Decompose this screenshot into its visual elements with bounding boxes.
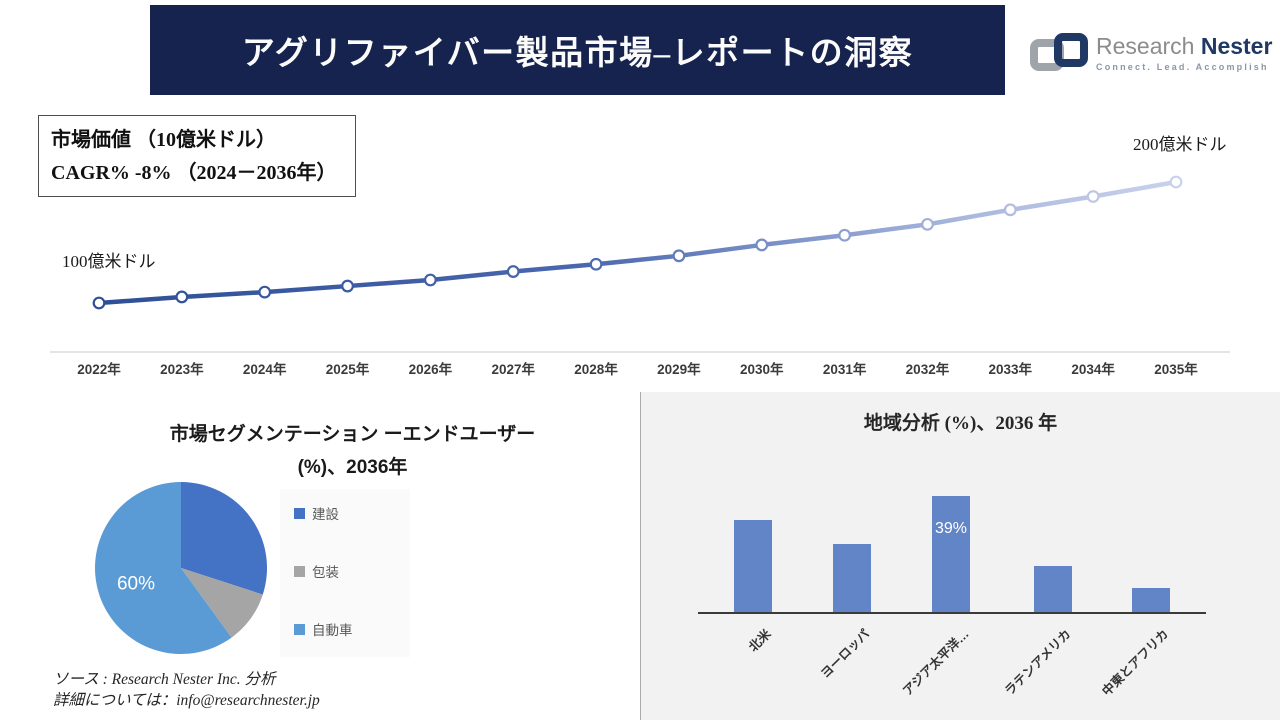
legend-item: 建設 [294,503,410,523]
legend-item: 自動車 [294,619,410,639]
logo-brand-second-word: Nester [1200,33,1273,59]
legend-swatch-icon [294,507,305,519]
bar-chart-title: 地域分析 (%)、2036 年 [863,413,1058,434]
bar [1034,566,1072,612]
bar-category-label: ラテンアメリカ [1002,626,1074,699]
source-line: ソース : Research Nester Inc. 分析 [53,671,276,688]
x-axis-label: 2033年 [988,362,1033,377]
chain-link-navy-icon [1054,33,1088,67]
market-value-line: 市場価値 （10億米ドル） [51,129,276,151]
page-title: アグリファイバー製品市場–レポートの洞察 [241,36,914,72]
bar [833,544,871,612]
line-marker [1169,175,1183,189]
line-marker [838,228,852,242]
line-series [96,179,1179,306]
legend-swatch-icon [294,623,305,635]
x-axis-label: 2030年 [739,362,784,377]
x-axis-label: 2031年 [822,362,867,377]
x-axis-label: 2028年 [574,362,618,377]
bar [1132,588,1170,612]
bar-category-label: アジア太平洋… [900,626,972,699]
regional-analysis-panel: 地域分析 (%)、2036 年 北米 ヨーロッパ 39% アジア太平洋… ラテンアメリカ… [640,392,1280,720]
logo-brand-first-word: Research [1096,33,1195,59]
line-marker [506,265,520,278]
report-header: アグリファイバー製品市場–レポートの洞察 [150,5,1005,95]
logo-brand-name: Research Nester [1096,34,1272,59]
line-marker [341,279,354,293]
pie-chart-title-line1: 市場セグメンテーション ーエンドユーザー [169,424,536,445]
bar-category-label: 中東とアフリカ [1099,626,1172,699]
line-start-value-label: 100億米ドル [62,252,156,271]
line-marker [423,273,437,287]
line-marker [589,257,603,271]
source-footer: ソース : Research Nester Inc. 分析 詳細については：in… [53,669,320,711]
x-axis-label: 2032年 [905,362,950,377]
pie-chart-title-line2: (%)、2036年 [297,457,408,478]
pie-chart-legend: 建設 包装 自動車 [280,489,410,657]
legend-swatch-icon [294,565,305,577]
x-axis-label: 2023年 [160,362,204,377]
legend-label: 自動車 [312,623,353,638]
logo-text: Research Nester Connect. Lead. Accomplis… [1090,34,1272,73]
segmentation-pie-chart: 60% [95,482,268,654]
research-nester-logo: Research Nester Connect. Lead. Accomplis… [1028,22,1272,84]
x-axis-label: 2025年 [325,362,370,377]
bar-category-label: 北米 [746,626,774,655]
line-marker [1003,203,1017,217]
legend-item: 包装 [294,561,410,581]
chain-links-icon [1028,28,1090,78]
x-axis-label: 2026年 [408,362,453,377]
line-marker [755,238,769,252]
x-axis-label: 2024年 [242,362,287,377]
pie-slice [181,568,263,638]
bar [932,496,970,612]
market-value-box: 市場価値 （10億米ドル） CAGR% -8% （2024－2036年） [38,115,356,197]
cagr-line: CAGR% -8% （2024－2036年） [51,162,337,184]
pie-slice [181,482,268,595]
x-axis-label: 2035年 [1154,362,1198,377]
bar-data-label: 39% [934,520,968,537]
pie-data-label: 60% [117,574,155,595]
bar [734,520,772,612]
line-marker [921,217,934,231]
line-marker [672,249,686,263]
contact-line: 詳細については：info@researchnester.jp [53,692,320,709]
line-marker [92,296,106,310]
x-axis-label: 2022年 [77,362,121,377]
line-end-value-label: 200億米ドル [1133,135,1227,154]
market-value-line-chart [50,175,1230,353]
bar-axis-line [698,612,1206,614]
legend-label: 包装 [312,565,339,580]
x-axis-label: 2034年 [1071,362,1115,377]
pie-slice [95,482,232,654]
legend-label: 建設 [312,507,339,522]
bar-category-label: ヨーロッパ [818,626,873,681]
line-marker [1086,190,1100,203]
logo-tagline: Connect. Lead. Accomplish [1096,62,1269,72]
line-marker [258,285,272,299]
x-axis-label: 2027年 [491,362,535,377]
regional-bar-chart: 北米 ヨーロッパ 39% アジア太平洋… ラテンアメリカ 中東とアフリカ [641,392,1280,720]
line-marker [175,290,189,304]
x-axis-label: 2029年 [657,362,701,377]
